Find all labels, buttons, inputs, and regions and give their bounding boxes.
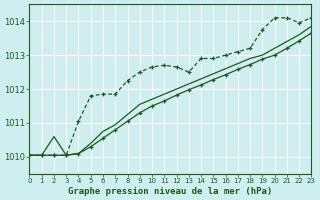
- X-axis label: Graphe pression niveau de la mer (hPa): Graphe pression niveau de la mer (hPa): [68, 187, 273, 196]
